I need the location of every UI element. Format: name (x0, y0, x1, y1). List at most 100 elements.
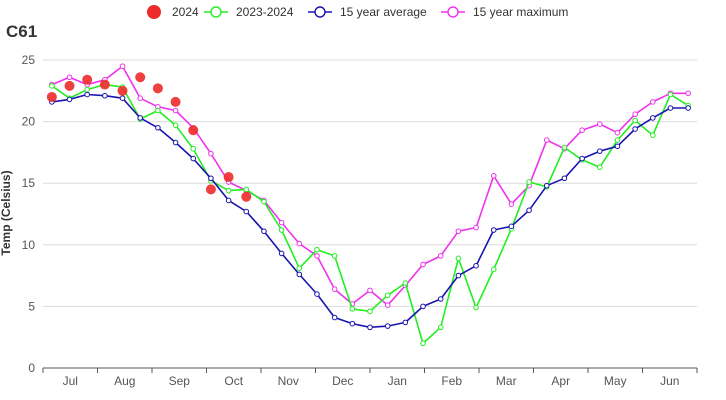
data-point (314, 246, 320, 253)
legend-marker (314, 6, 326, 18)
data-point (473, 304, 479, 311)
data-point (331, 286, 338, 292)
data-point (119, 95, 126, 101)
x-tick-label: Mar (496, 374, 517, 388)
legend-label: 2023-2024 (236, 5, 294, 19)
legend-item-15-year-maximum[interactable]: 15 year maximum (441, 5, 568, 19)
data-point (102, 92, 108, 99)
series-line (51, 65, 689, 307)
data-point (225, 187, 232, 194)
data-point (64, 80, 75, 91)
data-point (667, 105, 674, 111)
data-point (137, 95, 144, 101)
data-point (614, 143, 621, 150)
data-point (170, 96, 181, 107)
grid (43, 59, 697, 307)
x-tick-label: Jul (63, 374, 78, 388)
series-2024 (46, 72, 252, 202)
legend-item-2024[interactable]: 2024 (147, 5, 199, 19)
data-point (241, 191, 252, 202)
legend-label: 15 year average (340, 5, 427, 19)
data-point (172, 107, 179, 114)
data-point (99, 79, 110, 90)
x-tick-label: May (604, 374, 627, 388)
legend-item-15-year-average[interactable]: 15 year average (308, 5, 427, 19)
y-axis-title: Temp (Celsius) (0, 170, 13, 255)
data-point (296, 240, 303, 247)
data-point (278, 219, 285, 226)
x-tick-label: Sep (169, 374, 191, 388)
data-point (667, 91, 674, 98)
legend-marker (147, 5, 161, 19)
data-point (296, 265, 303, 272)
data-point (420, 340, 426, 347)
data-point (526, 207, 532, 214)
data-point (331, 253, 338, 259)
data-point (208, 175, 214, 182)
y-tick-label: 0 (28, 361, 35, 375)
data-point (367, 308, 373, 315)
legend-label: 15 year maximum (473, 5, 568, 19)
chart-title: C61 (6, 22, 37, 41)
data-point (155, 107, 161, 114)
data-point (437, 324, 444, 331)
data-point (314, 291, 320, 297)
y-tick-label: 20 (22, 115, 36, 129)
data-point (596, 121, 603, 127)
data-point (420, 303, 426, 310)
data-point (384, 323, 391, 329)
data-point (278, 227, 285, 233)
data-point (490, 227, 497, 233)
data-point (596, 164, 603, 170)
data-point (473, 262, 479, 269)
data-point (561, 144, 568, 151)
data-point (455, 255, 462, 262)
data-point (261, 198, 267, 205)
data-point (152, 83, 163, 94)
data-point (66, 74, 73, 81)
data-point (384, 302, 391, 308)
x-tick-label: Jan (388, 374, 407, 388)
data-point (349, 320, 356, 327)
data-point (49, 83, 55, 89)
data-point (632, 126, 638, 132)
data-point (223, 172, 234, 183)
data-point (137, 115, 144, 121)
x-tick-label: Apr (551, 374, 570, 388)
data-point (579, 155, 585, 162)
legend[interactable]: 2024 2023-2024 15 year average 15 year maxi… (147, 5, 568, 19)
x-tick-label: Jun (660, 374, 679, 388)
data-point (543, 182, 550, 189)
legend-item-2023-2024[interactable]: 2023-2024 (204, 5, 294, 19)
y-axis-ticks: 0 5 10 15 20 25 (22, 53, 36, 375)
data-point (490, 266, 497, 273)
data-point (225, 197, 232, 204)
data-point (437, 253, 444, 259)
data-point (172, 139, 179, 146)
legend-marker (447, 6, 459, 18)
y-tick-label: 5 (28, 299, 35, 313)
data-point (190, 155, 197, 162)
data-point (367, 287, 373, 294)
data-point (172, 122, 179, 129)
y-tick-label: 10 (22, 238, 36, 252)
data-point (367, 324, 373, 331)
data-point (349, 306, 356, 312)
y-tick-label: 25 (22, 53, 36, 67)
data-point (455, 272, 462, 279)
data-point (278, 250, 285, 257)
data-point (261, 228, 267, 235)
data-point (561, 175, 568, 182)
data-point (650, 99, 656, 105)
data-point (508, 201, 515, 207)
series-line (51, 83, 689, 345)
data-point (650, 132, 656, 138)
data-point (543, 137, 550, 143)
data-point (384, 292, 391, 299)
data-point (490, 173, 497, 179)
data-point (331, 314, 338, 321)
legend-label: 2024 (172, 5, 199, 19)
y-tick-label: 15 (22, 176, 36, 190)
data-point (188, 125, 199, 136)
